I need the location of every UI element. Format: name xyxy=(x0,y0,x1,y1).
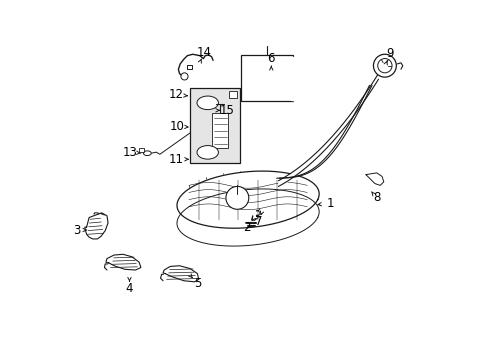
Circle shape xyxy=(181,73,188,80)
Text: 7: 7 xyxy=(255,215,262,228)
Text: 5: 5 xyxy=(193,277,201,290)
Polygon shape xyxy=(106,254,141,270)
Circle shape xyxy=(225,186,248,209)
Text: 10: 10 xyxy=(169,120,183,133)
Text: 2: 2 xyxy=(243,221,251,234)
Text: 15: 15 xyxy=(220,104,234,117)
Polygon shape xyxy=(163,266,198,282)
Text: 14: 14 xyxy=(197,46,212,59)
Bar xyxy=(190,88,240,163)
Text: 8: 8 xyxy=(372,192,380,204)
Text: 12: 12 xyxy=(169,89,184,102)
Polygon shape xyxy=(290,57,294,100)
Text: 9: 9 xyxy=(386,47,393,60)
Ellipse shape xyxy=(197,145,218,159)
Text: 13: 13 xyxy=(122,146,137,159)
Ellipse shape xyxy=(197,96,218,110)
Circle shape xyxy=(373,54,395,77)
Text: 1: 1 xyxy=(326,197,333,210)
Circle shape xyxy=(377,59,391,73)
Text: 3: 3 xyxy=(74,224,81,237)
Bar xyxy=(212,113,227,148)
Polygon shape xyxy=(84,213,108,239)
Polygon shape xyxy=(177,171,319,228)
Text: 4: 4 xyxy=(125,283,133,296)
Bar xyxy=(241,55,292,102)
Bar xyxy=(139,148,144,152)
Bar xyxy=(186,65,192,69)
Polygon shape xyxy=(177,189,319,246)
Ellipse shape xyxy=(143,151,151,156)
Bar xyxy=(229,91,237,98)
Text: 11: 11 xyxy=(169,153,184,166)
Polygon shape xyxy=(365,173,383,185)
Text: 6: 6 xyxy=(267,52,274,65)
